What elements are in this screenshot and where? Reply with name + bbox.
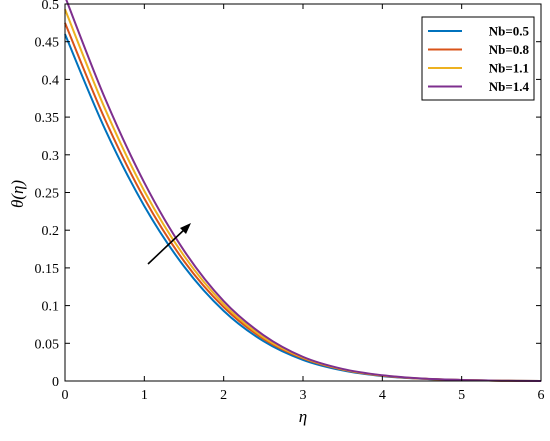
legend-label-3: Nb=1.4 xyxy=(489,79,530,94)
legend-label-1: Nb=0.8 xyxy=(489,42,530,57)
x-tick-label: 3 xyxy=(300,388,307,403)
x-tick-label: 6 xyxy=(538,388,545,403)
y-tick-label: 0.3 xyxy=(42,149,60,164)
x-tick-label: 4 xyxy=(379,388,386,403)
y-tick-label: 0.25 xyxy=(35,187,60,202)
increase-arrow xyxy=(147,223,191,265)
y-tick-label: 0.15 xyxy=(35,262,60,277)
legend-label-0: Nb=0.5 xyxy=(489,24,530,39)
y-tick-label: 0.35 xyxy=(35,111,60,126)
x-axis-label: η xyxy=(299,407,307,426)
y-tick-label: 0.2 xyxy=(42,224,60,239)
y-tick-label: 0.45 xyxy=(35,36,60,51)
y-tick-label: 0.5 xyxy=(42,0,60,13)
x-tick-label: 5 xyxy=(458,388,465,403)
y-tick-label: 0.4 xyxy=(42,73,60,88)
arrow-head xyxy=(180,223,191,234)
y-tick-label: 0.05 xyxy=(35,337,60,352)
y-tick-label: 0 xyxy=(52,375,59,390)
arrow-shaft xyxy=(147,227,187,265)
legend: Nb=0.5 Nb=0.8 Nb=1.1 Nb=1.4 xyxy=(421,16,535,101)
y-tick-label: 0.1 xyxy=(42,300,60,315)
y-axis-label: θ(η) xyxy=(8,180,27,208)
ticks-layer: 0 1 2 3 4 5 6 0 0.05 0.1 0.15 0.2 0.25 0.3 0.35 0.4 0.45… xyxy=(35,0,545,403)
series-line-3 xyxy=(65,0,542,382)
legend-label-2: Nb=1.1 xyxy=(489,61,529,76)
x-tick-label: 1 xyxy=(141,388,148,403)
x-tick-label: 2 xyxy=(220,388,227,403)
x-tick-label: 0 xyxy=(62,388,69,403)
